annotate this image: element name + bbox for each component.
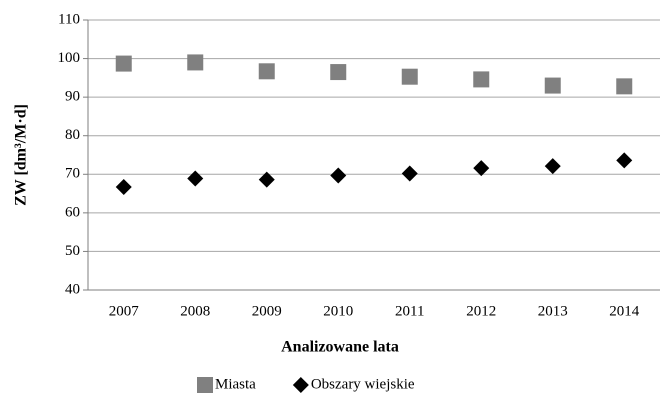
y-tick-label: 80	[65, 127, 80, 143]
y-axis-label: ZW [dm³/M·d]	[13, 104, 30, 206]
x-tick-label: 2011	[395, 303, 424, 319]
legend-label: Miasta	[215, 376, 256, 392]
y-tick-label: 40	[65, 281, 80, 297]
data-point	[115, 55, 132, 72]
x-tick-label: 2014	[609, 303, 640, 319]
data-point	[544, 77, 561, 94]
data-point	[330, 64, 347, 81]
data-point	[473, 160, 490, 177]
y-tick-label: 90	[65, 89, 80, 105]
data-point	[473, 71, 490, 88]
x-tick-label: 2007	[109, 303, 140, 319]
data-point	[616, 152, 633, 169]
legend-label: Obszary wiejskie	[311, 376, 415, 392]
data-point	[258, 171, 275, 188]
data-point	[187, 54, 204, 71]
x-tick-label: 2010	[323, 303, 353, 319]
x-axis-label: Analizowane lata	[281, 339, 399, 356]
legend-marker	[292, 377, 309, 393]
y-tick-label: 60	[65, 204, 80, 220]
data-point	[401, 68, 418, 85]
data-point	[330, 167, 347, 184]
y-tick-label: 70	[65, 166, 80, 182]
data-point	[544, 158, 561, 175]
data-point	[258, 63, 275, 80]
data-point	[616, 78, 633, 95]
y-tick-label: 100	[58, 50, 81, 66]
x-tick-label: 2013	[538, 303, 568, 319]
y-tick-label: 50	[65, 243, 80, 259]
y-tick-label: 110	[58, 11, 80, 27]
x-tick-label: 2012	[466, 303, 496, 319]
data-point	[401, 165, 418, 182]
x-tick-label: 2008	[180, 303, 210, 319]
data-point	[187, 170, 204, 187]
x-tick-label: 2009	[252, 303, 282, 319]
data-point	[115, 179, 132, 196]
legend-marker	[197, 377, 213, 393]
